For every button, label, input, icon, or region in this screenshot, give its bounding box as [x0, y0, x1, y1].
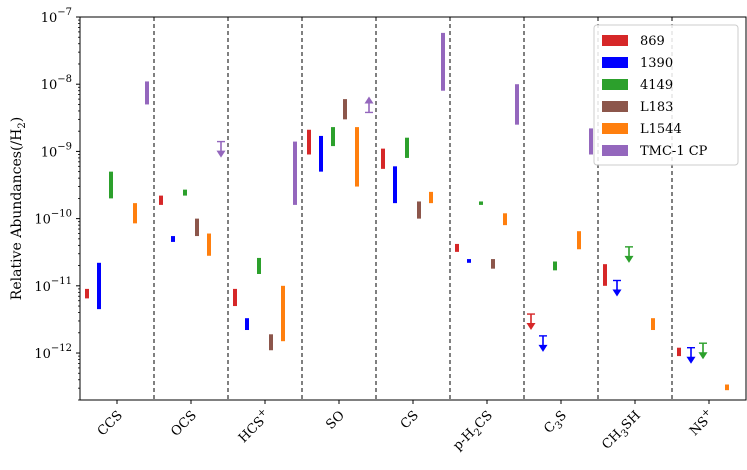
range-bar	[281, 285, 285, 342]
range-bar	[381, 148, 385, 169]
upper-limit-arrow	[526, 313, 536, 331]
x-tick-label: HCS+	[234, 406, 274, 446]
range-bar	[393, 166, 397, 204]
range-bar	[171, 236, 175, 242]
range-bar	[293, 141, 297, 205]
range-bar	[467, 259, 471, 263]
range-bar	[109, 171, 113, 199]
limit-arrowhead	[526, 323, 536, 331]
upper-limit-arrow	[698, 342, 708, 360]
legend-box	[593, 24, 739, 166]
range-bar	[577, 231, 581, 250]
range-bar	[133, 203, 137, 224]
legend-label: L1544	[640, 122, 682, 137]
x-tick-label: NS+	[685, 406, 718, 439]
range-bar	[355, 127, 359, 187]
y-axis-label: Relative Abundances(/H2)	[9, 117, 28, 300]
x-tick-label: SO	[323, 408, 347, 432]
range-bar	[145, 81, 149, 105]
range-bar	[603, 264, 607, 286]
limit-arrowhead	[364, 96, 374, 104]
y-tick-label: 10−11	[34, 276, 72, 295]
upper-limit-arrow	[538, 335, 548, 352]
y-tick-label: 10−12	[34, 343, 72, 362]
upper-limit-arrow	[624, 246, 634, 263]
legend-label: L183	[640, 100, 673, 115]
range-bar	[307, 129, 311, 155]
range-bar	[429, 191, 433, 204]
range-bar	[455, 243, 459, 252]
range-bar	[417, 201, 421, 219]
range-bar	[677, 347, 681, 357]
x-tick-label: CH3SH	[599, 408, 646, 455]
range-bar	[553, 261, 557, 271]
y-tick-label: 10−7	[41, 7, 72, 26]
range-bar	[183, 189, 187, 196]
legend-swatch	[602, 79, 628, 90]
limit-arrowhead	[538, 344, 548, 352]
range-bar	[725, 384, 729, 391]
abundance-ranges	[85, 32, 729, 391]
range-bar	[159, 195, 163, 205]
y-tick-label: 10−8	[41, 74, 72, 93]
legend-label: 869	[640, 34, 665, 49]
range-bar	[233, 288, 237, 307]
lower-limit-arrow	[364, 96, 374, 114]
range-bar	[503, 213, 507, 226]
x-tick-label: p-H2CS	[450, 408, 498, 456]
range-bar	[245, 318, 249, 331]
y-tick-label: 10−9	[41, 141, 72, 160]
range-bar	[589, 128, 593, 155]
x-tick-label: OCS	[168, 408, 199, 439]
upper-limit-arrow	[216, 140, 226, 158]
limit-arrowhead	[216, 150, 226, 158]
x-tick-label: CS	[398, 408, 422, 432]
legend-swatch	[602, 35, 628, 46]
range-bar	[319, 135, 323, 172]
legend-swatch	[602, 101, 628, 112]
range-bar	[479, 201, 483, 205]
x-tick-label: C3S	[541, 408, 572, 439]
range-bar	[85, 288, 89, 299]
range-bar	[195, 218, 199, 237]
legend-label: TMC-1 CP	[640, 144, 708, 159]
range-bar	[207, 233, 211, 256]
x-axis: CCS OCS HCS+ SO CS p-H2CS C3S CH3SH NS+	[95, 400, 718, 456]
limit-arrowhead	[624, 255, 634, 263]
range-bar	[257, 257, 261, 274]
legend: 869 1390 4149 L183 L1544 TMC-1 CP	[593, 24, 739, 166]
limit-arrowhead	[686, 356, 696, 364]
range-bar	[331, 127, 335, 147]
range-bar	[405, 137, 409, 158]
legend-swatch	[602, 145, 628, 156]
range-bar	[97, 262, 101, 310]
upper-limit-arrow	[612, 279, 622, 297]
range-bar	[441, 32, 445, 91]
y-tick-label: 10−10	[34, 209, 72, 228]
upper-limit-arrow	[686, 347, 696, 364]
limit-arrowhead	[698, 352, 708, 360]
legend-swatch	[602, 123, 628, 134]
range-bar	[491, 259, 495, 269]
range-bar	[651, 318, 655, 331]
range-bar	[343, 99, 347, 120]
legend-swatch	[602, 57, 628, 68]
y-axis: 10−12 10−11 10−10 10−9 10−8 10−7	[34, 7, 80, 401]
range-bar	[269, 334, 273, 351]
x-tick-label: CCS	[95, 408, 126, 439]
legend-label: 1390	[640, 56, 673, 71]
legend-label: 4149	[640, 78, 673, 93]
range-bar	[515, 84, 519, 125]
limit-arrowhead	[612, 289, 622, 297]
